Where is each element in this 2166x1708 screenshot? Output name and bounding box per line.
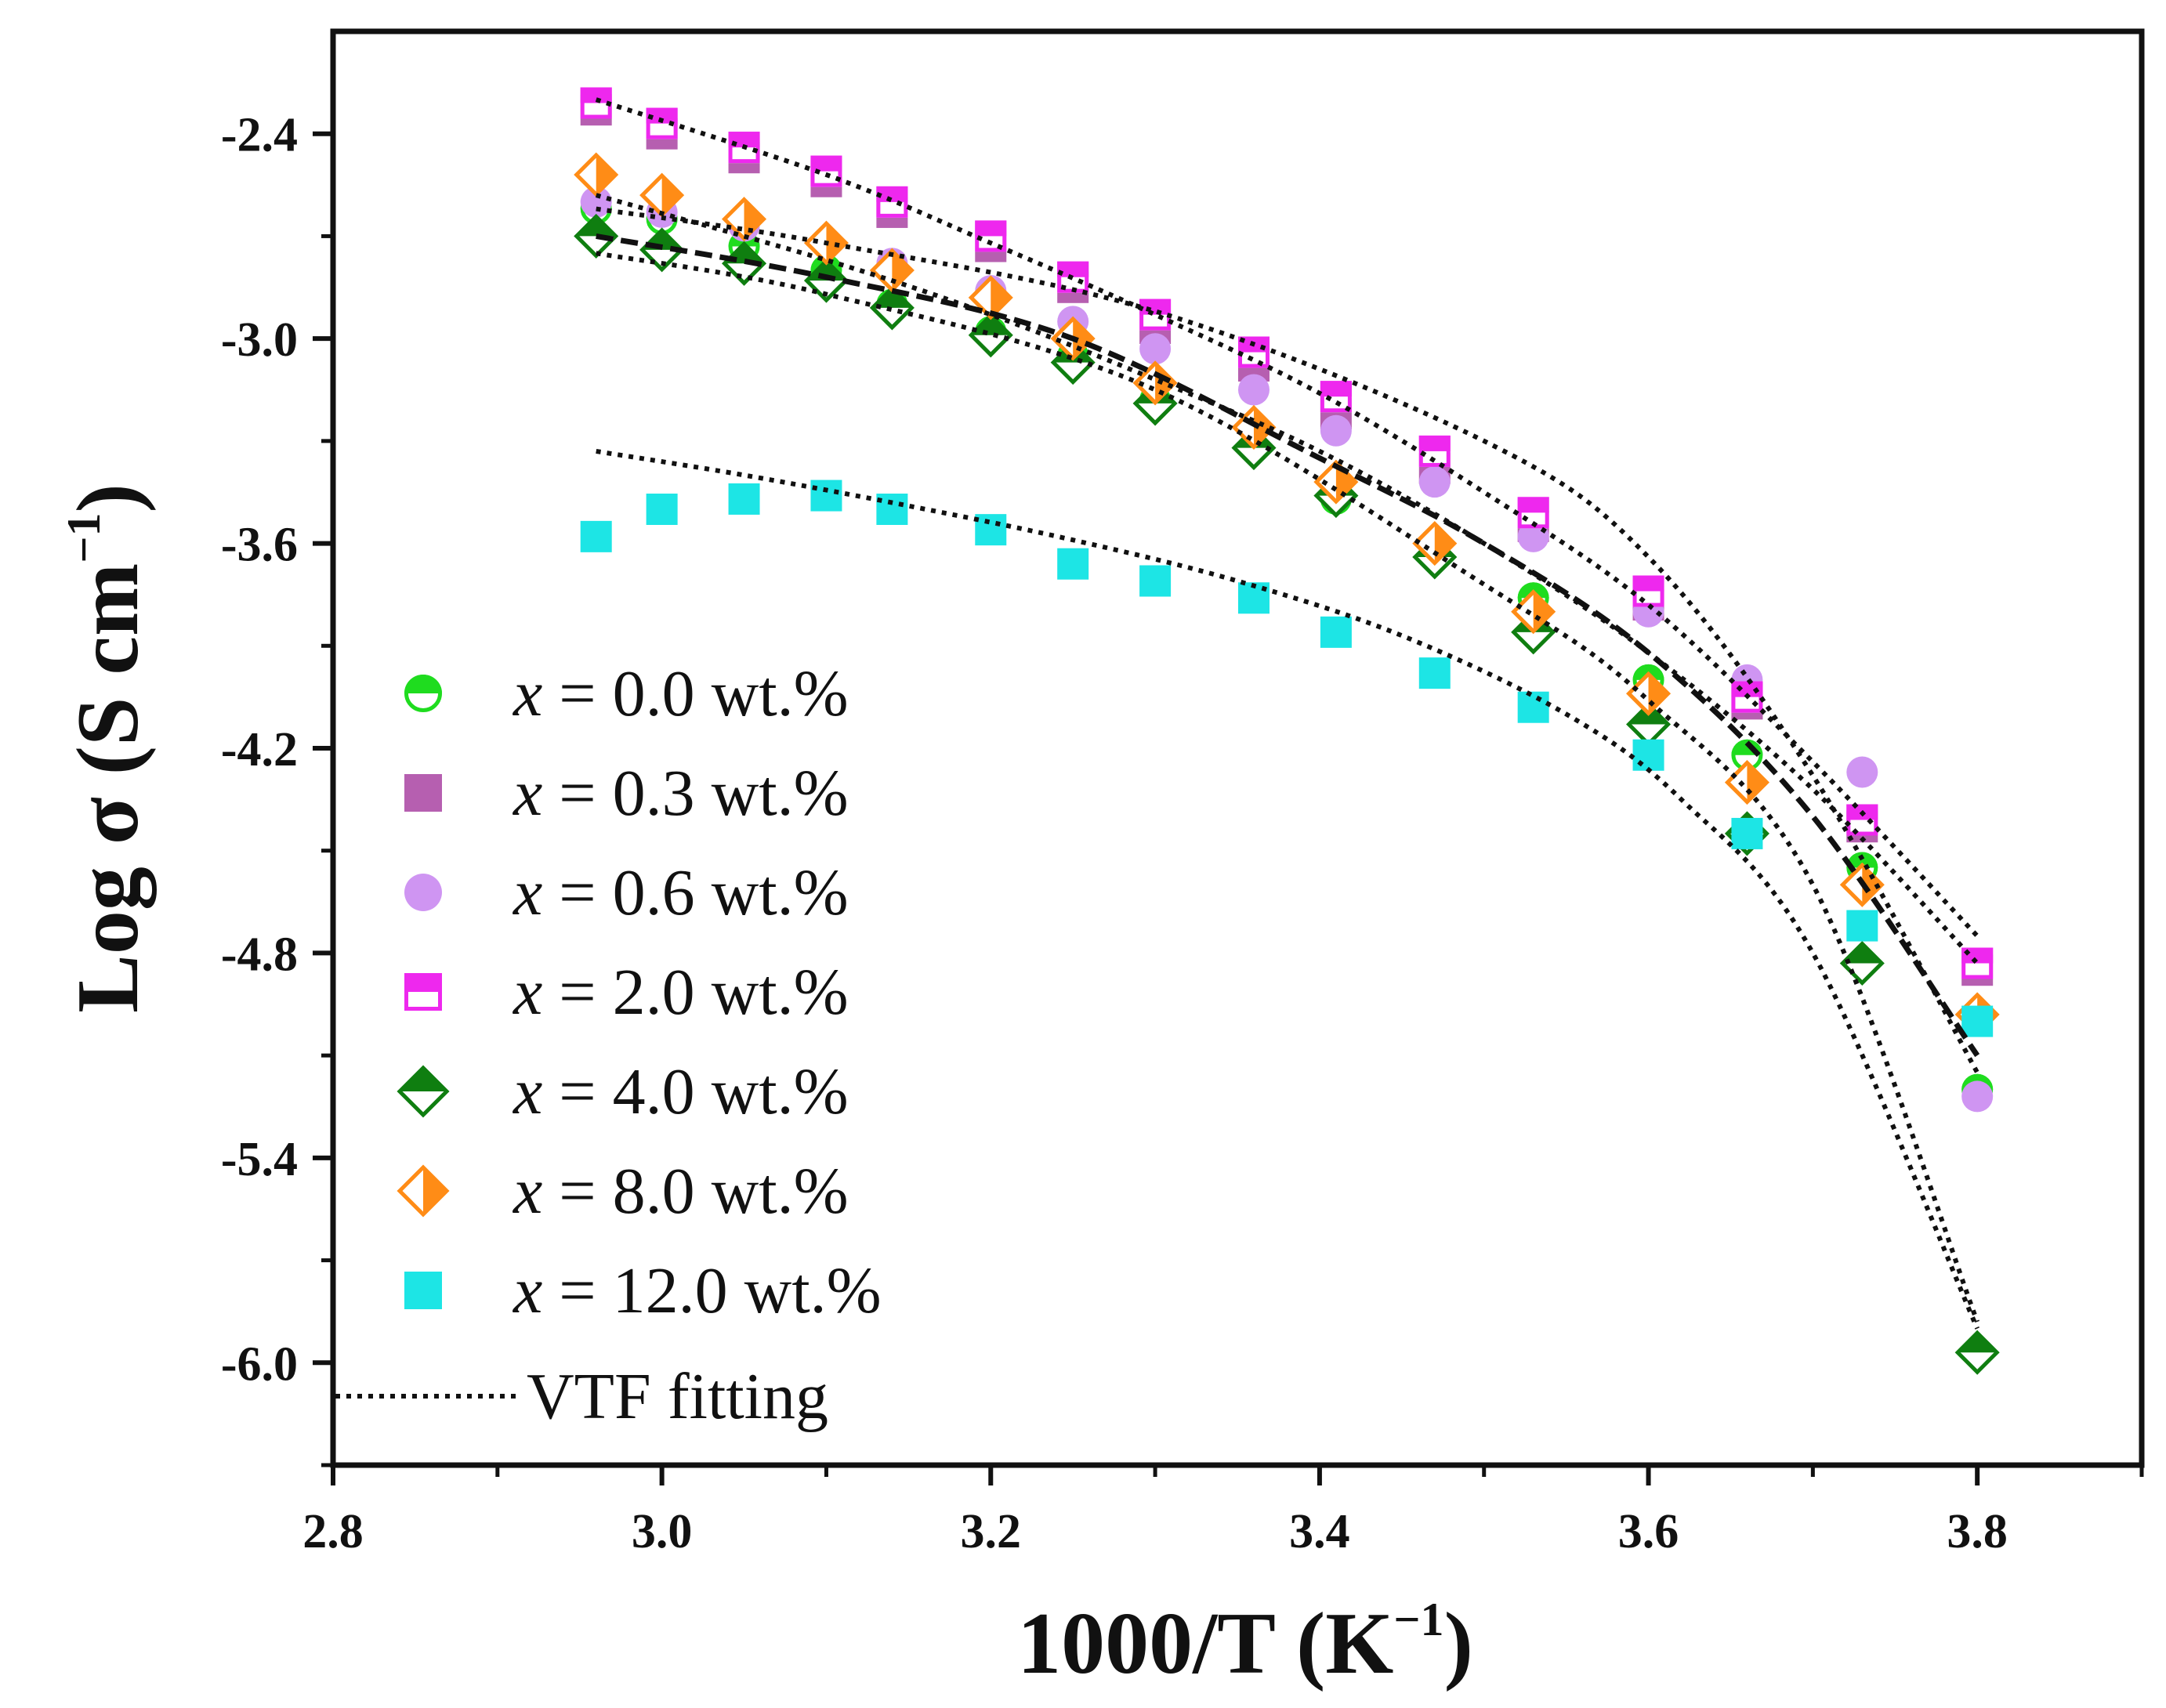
legend-item: x = 0.6 wt.%: [404, 856, 849, 929]
data-point: [810, 479, 842, 512]
y-tick-label: -3.6: [221, 519, 298, 572]
data-point: [876, 186, 908, 218]
data-point: [1632, 575, 1664, 607]
fit-curve: [595, 193, 1979, 965]
data-point: [803, 258, 849, 303]
legend-item: x = 0.0 wt.%: [404, 657, 849, 730]
data-point: [1320, 414, 1352, 447]
series-x-12-0-wt-: [580, 479, 1994, 1037]
legend-item-vtf: VTF fitting: [335, 1360, 828, 1433]
legend-item: x = 12.0 wt.%: [404, 1254, 882, 1327]
axes: 2.8 3.0 3.2 3.4 3.6 3.8 -2.4 -3.0 -3.6 -4.2 -4.8 -5…: [58, 28, 2145, 1692]
data-point: [1320, 616, 1352, 648]
data-point: [968, 313, 1013, 358]
data-point: [968, 275, 1013, 320]
legend-label: x = 0.6 wt.%: [512, 856, 849, 929]
data-point: [1846, 804, 1878, 836]
data-point: [1846, 756, 1878, 788]
data-point: [1237, 374, 1270, 406]
x-tick-label: 3.0: [632, 1505, 693, 1558]
data-point: [1418, 435, 1451, 467]
legend-label: x = 4.0 wt.%: [512, 1055, 849, 1128]
y-tick-label: -4.8: [221, 928, 298, 981]
fit-curve: [596, 233, 1980, 1058]
y-tick-label: -3.0: [221, 313, 298, 367]
x-tick-label: 3.8: [1947, 1505, 2008, 1558]
legend-label-vtf: VTF fitting: [527, 1360, 828, 1433]
data-point: [580, 186, 612, 218]
y-tick-label: -4.2: [221, 723, 298, 776]
data-point: [975, 514, 1007, 546]
data-point: [1139, 565, 1172, 597]
data-point: [1632, 739, 1664, 771]
legend-label: x = 0.3 wt.%: [512, 757, 849, 830]
fit-curve: [596, 206, 1979, 1074]
x-tick-label: 2.8: [302, 1505, 364, 1558]
data-point: [1139, 299, 1172, 331]
x-tick-label: 3.6: [1618, 1505, 1679, 1558]
data-point: [1846, 910, 1878, 942]
data-point: [869, 285, 915, 331]
data-point: [1954, 1330, 2000, 1375]
data-point: [574, 152, 619, 197]
data-point: [646, 107, 678, 139]
legend-item: x = 0.3 wt.%: [404, 757, 849, 830]
legend: x = 0.0 wt.% x = 0.3 wt.% x = 0.6 wt.% x = …: [335, 657, 882, 1433]
y-tick-label: -6.0: [221, 1337, 298, 1391]
data-point: [1724, 760, 1769, 805]
x-tick-label: 3.4: [1289, 1505, 1350, 1558]
x-axis-title: 1000/T (K−1): [1017, 1594, 1473, 1692]
fit-curve: [596, 251, 1979, 1323]
data-point: [1231, 404, 1277, 450]
data-point: [1517, 691, 1549, 723]
legend-label: x = 8.0 wt.%: [512, 1155, 849, 1228]
data-point: [1961, 1080, 1994, 1113]
data-point: [1961, 1005, 1994, 1037]
data-point: [1731, 817, 1763, 849]
legend-label: x = 0.0 wt.%: [512, 657, 849, 730]
legend-item: x = 4.0 wt.%: [397, 1055, 849, 1128]
data-point: [1139, 333, 1172, 365]
y-tick-label: -5.4: [221, 1133, 298, 1186]
y-axis-title: Log σ (S cm−1): [58, 483, 157, 1013]
legend-label: x = 2.0 wt.%: [512, 956, 849, 1029]
data-point: [1418, 466, 1451, 498]
data-point: [869, 248, 915, 293]
x-tick-label: 3.2: [961, 1505, 1022, 1558]
data-point: [1517, 497, 1549, 529]
y-tick-label: -2.4: [221, 109, 298, 162]
legend-label: x = 12.0 wt.%: [512, 1254, 882, 1327]
legend-item: x = 2.0 wt.%: [404, 956, 849, 1029]
series-x-0-3-wt-: [580, 94, 1994, 986]
data-point: [1057, 548, 1089, 580]
data-point: [646, 494, 678, 525]
plot-area: [574, 87, 2000, 1375]
fit-curve: [596, 448, 1979, 1330]
legend-item: x = 8.0 wt.%: [397, 1155, 849, 1228]
data-point: [574, 213, 619, 259]
data-point: [1412, 521, 1458, 566]
data-point: [1517, 520, 1549, 552]
series-x-2-0-wt-: [580, 87, 1994, 979]
data-point: [580, 520, 612, 552]
fit-curve: [595, 97, 1979, 938]
data-point: [728, 483, 760, 515]
data-point: [1418, 657, 1451, 689]
